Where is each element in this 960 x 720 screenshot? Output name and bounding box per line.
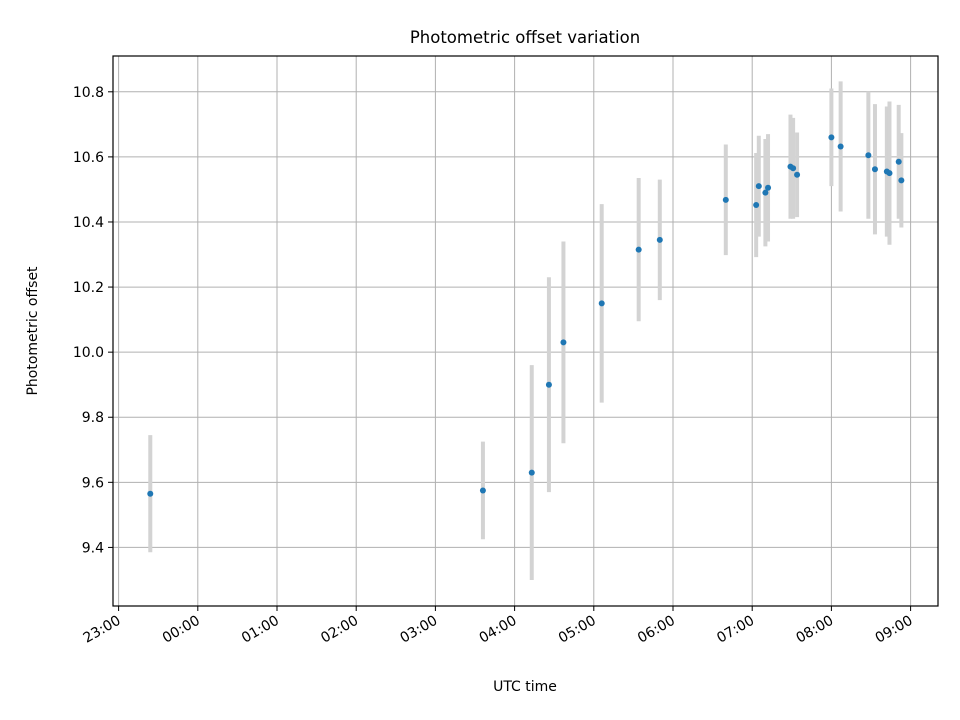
data-point <box>762 189 769 196</box>
y-tick-label: 9.6 <box>82 475 104 491</box>
y-tick-label: 9.4 <box>82 540 104 556</box>
data-point <box>545 381 552 388</box>
y-tick-label: 9.8 <box>82 410 104 426</box>
y-tick-label: 10.4 <box>73 215 104 231</box>
data-point <box>147 490 154 497</box>
x-axis-label: UTC time <box>493 679 557 695</box>
data-point <box>794 171 801 178</box>
data-point <box>656 236 663 243</box>
data-point <box>598 300 605 307</box>
y-tick-label: 10.6 <box>73 150 104 166</box>
data-point <box>898 177 905 184</box>
data-point <box>790 165 797 172</box>
data-point <box>828 134 835 141</box>
data-point <box>722 196 729 203</box>
data-point <box>895 158 902 165</box>
data-point <box>753 202 760 209</box>
data-point <box>528 469 535 476</box>
data-point <box>560 339 567 346</box>
grid-lines <box>113 56 938 606</box>
data-point <box>765 184 772 191</box>
data-point <box>635 246 642 253</box>
y-tick-label: 10.8 <box>73 85 104 101</box>
data-points <box>147 134 905 497</box>
plot-frame <box>112 55 939 607</box>
data-point <box>837 143 844 150</box>
data-point <box>871 166 878 173</box>
data-point <box>886 170 893 177</box>
y-axis-ticks: 9.4 9.6 9.8 10.0 10.2 10.4 10.6 10.8 <box>73 85 113 556</box>
y-tick-label: 10.2 <box>73 280 104 296</box>
chart-title: Photometric offset variation <box>410 28 640 47</box>
data-point <box>479 487 486 494</box>
y-axis-label: Photometric offset <box>25 266 41 396</box>
data-point <box>755 183 762 190</box>
data-point <box>865 152 872 159</box>
y-tick-label: 10.0 <box>73 345 104 361</box>
